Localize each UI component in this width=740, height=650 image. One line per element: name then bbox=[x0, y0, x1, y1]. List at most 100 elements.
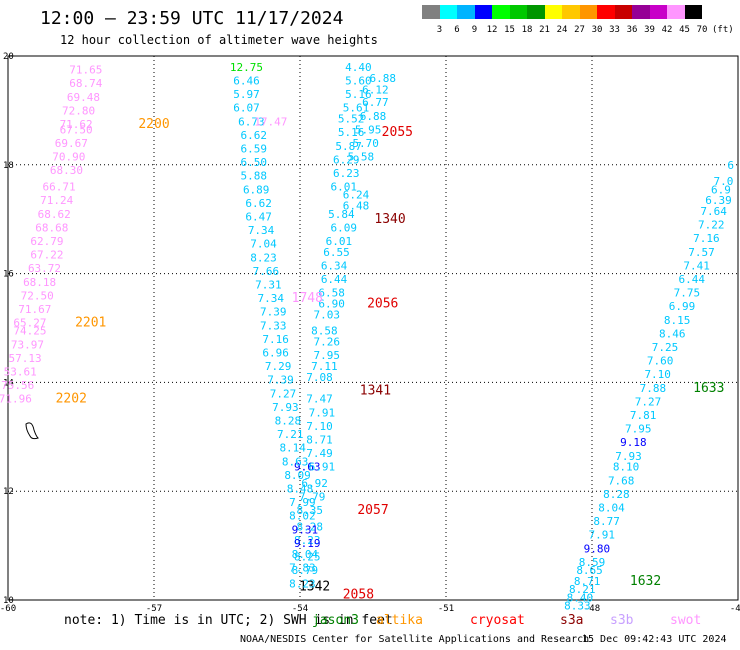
wave-height-label: 68.18 bbox=[23, 276, 56, 289]
wave-height-label: 5.84 bbox=[328, 208, 355, 221]
wave-height-label: 8.04 bbox=[598, 502, 625, 515]
wave-height-label: 6.46 bbox=[233, 74, 260, 87]
x-tick-label: -54 bbox=[292, 604, 308, 614]
wave-height-label: 71.62 bbox=[60, 118, 93, 131]
colorbar-swatch bbox=[509, 5, 527, 19]
footer-note: note: 1) Time is in UTC; 2) SWH is in fe… bbox=[64, 613, 393, 628]
colorbar-unit: (ft) bbox=[712, 25, 734, 35]
wave-height-label: 7.10 bbox=[644, 368, 671, 381]
wave-height-label: 7.91 bbox=[309, 406, 336, 419]
satellite-legend-item: cryosat bbox=[470, 613, 525, 628]
colorbar-swatch bbox=[562, 5, 580, 19]
colorbar-swatch bbox=[422, 5, 440, 19]
wave-height-label: 5.58 bbox=[348, 151, 375, 164]
wave-height-label: 6.07 bbox=[233, 102, 260, 115]
wave-height-label: 7.39 bbox=[260, 306, 287, 319]
pass-time-label: 2058 bbox=[343, 588, 374, 603]
wave-height-label: 7.93 bbox=[272, 401, 299, 414]
satellite-legend-item: swot bbox=[670, 613, 702, 628]
wave-height-label: 12.75 bbox=[230, 61, 263, 74]
wave-height-label: 7.31 bbox=[255, 278, 282, 291]
wave-height-label: 8.71 bbox=[306, 434, 333, 447]
wave-height-label: 6 bbox=[727, 159, 734, 172]
colorbar-tick-label: 33 bbox=[609, 25, 620, 35]
pass-time-label: 1342 bbox=[299, 579, 330, 594]
colorbar-tick-label: 70 bbox=[696, 25, 708, 35]
wave-height-label: 63.72 bbox=[28, 262, 61, 275]
wave-height-label: 7.16 bbox=[693, 232, 720, 245]
wave-height-label: 70.90 bbox=[52, 151, 85, 164]
wave-height-label: 8.40 bbox=[567, 591, 594, 604]
colorbar-tick-label: 21 bbox=[539, 25, 550, 35]
colorbar-tick-label: 27 bbox=[574, 25, 585, 35]
y-tick-label: 14 bbox=[3, 378, 14, 388]
wave-height-label: 68.62 bbox=[38, 208, 71, 221]
wave-height-label: 7.95 bbox=[314, 349, 341, 362]
wave-height-label: 6.59 bbox=[241, 142, 268, 155]
wave-height-label: 67.50 bbox=[60, 123, 93, 136]
wave-height-label: 7.08 bbox=[306, 371, 333, 384]
wave-height-label: 7.25 bbox=[652, 341, 679, 354]
colorbar-swatch bbox=[632, 5, 650, 19]
wave-height-label: 5.52 bbox=[338, 113, 365, 126]
page-title: 12:00 – 23:59 UTC 11/17/2024 bbox=[40, 8, 344, 29]
pass-time-label: 1341 bbox=[360, 384, 391, 399]
wave-height-label: 9.31 bbox=[292, 523, 319, 536]
wave-height-label: 7.22 bbox=[698, 219, 725, 232]
wave-height-label: 6.88 bbox=[369, 72, 396, 85]
wave-height-label: 8.21 bbox=[569, 583, 596, 596]
y-tick-label: 10 bbox=[3, 596, 14, 606]
wave-height-label: 6.91 bbox=[309, 461, 336, 474]
colorbar-tick-label: 42 bbox=[661, 25, 673, 35]
satellite-legend-item: s3b bbox=[610, 613, 634, 628]
wave-height-label: 8.23 bbox=[294, 534, 321, 547]
wave-height-label: 5.97 bbox=[233, 88, 260, 101]
wave-height-label: 7.83 bbox=[289, 561, 316, 574]
plot-frame bbox=[7, 55, 739, 601]
wave-height-label: 8.28 bbox=[296, 521, 323, 534]
x-tick-label: -60 bbox=[0, 604, 16, 614]
wave-height-label: 6.48 bbox=[343, 200, 370, 213]
wave-height-label: 75.56 bbox=[1, 379, 34, 392]
wave-height-label: 7.34 bbox=[248, 224, 275, 237]
colorbar-tick-label: 6 bbox=[454, 25, 460, 35]
colorbar-tick-label: 9 bbox=[471, 25, 478, 35]
colorbar-tick-label: 39 bbox=[644, 25, 655, 35]
wave-height-label: 8.15 bbox=[664, 314, 691, 327]
wave-height-label: 7.04 bbox=[250, 238, 277, 251]
wave-height-label: 7.79 bbox=[299, 491, 326, 504]
wave-height-label: 62.79 bbox=[30, 235, 63, 248]
wave-height-label: 6.29 bbox=[333, 153, 360, 166]
wave-height-label: 6.24 bbox=[343, 189, 370, 202]
colorbar-tick-label: 30 bbox=[591, 25, 603, 35]
wave-height-label: 6.96 bbox=[262, 346, 289, 359]
wave-height-label: 7.47 bbox=[306, 393, 333, 406]
colorbar-swatch bbox=[439, 5, 457, 19]
wave-height-label: 7.75 bbox=[674, 287, 701, 300]
wave-height-label: 71.96 bbox=[0, 393, 32, 406]
wave-height-label: 9.19 bbox=[294, 537, 321, 550]
wave-height-label: 8.63 bbox=[282, 455, 309, 468]
wave-height-label: 8.23 bbox=[250, 251, 277, 264]
wave-height-label: 74.25 bbox=[13, 325, 46, 338]
wave-height-label: 8.09 bbox=[284, 469, 311, 482]
wave-height-label: 8.77 bbox=[593, 515, 620, 528]
wave-height-label: 8.02 bbox=[289, 510, 316, 523]
wave-height-label: 8.04 bbox=[292, 548, 319, 561]
pass-time-label: 2057 bbox=[357, 503, 388, 518]
wave-height-label: 6.50 bbox=[241, 156, 268, 169]
x-tick-label: -48 bbox=[584, 604, 600, 614]
colorbar-swatch bbox=[457, 5, 475, 19]
pass-time-label: 2056 bbox=[367, 297, 398, 312]
wave-height-label: 71.24 bbox=[40, 194, 73, 207]
wave-height-label: 5.95 bbox=[355, 123, 382, 136]
x-tick-label: -57 bbox=[146, 604, 162, 614]
wave-height-label: 8.28 bbox=[275, 414, 302, 427]
wave-height-label: 7.68 bbox=[608, 474, 635, 487]
wave-height-label: 8.46 bbox=[659, 327, 686, 340]
wave-height-label: 7.21 bbox=[277, 428, 304, 441]
wave-height-label: 6.44 bbox=[321, 273, 348, 286]
wave-height-label: 71.65 bbox=[69, 64, 102, 77]
wave-height-label: 72.80 bbox=[62, 104, 95, 117]
wave-height-label: 6.47 bbox=[245, 210, 272, 223]
